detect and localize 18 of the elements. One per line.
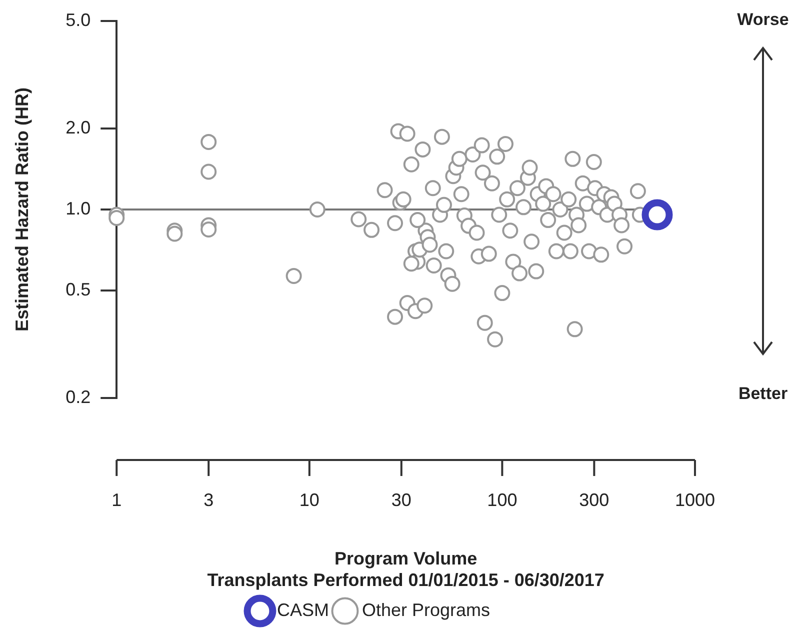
x-tick-label: 3 bbox=[204, 490, 214, 510]
x-axis-title: Program Volume Transplants Performed 01/01/2015 - 06/30/2017 bbox=[207, 548, 604, 590]
y-tick-label: 0.2 bbox=[66, 386, 91, 407]
y-tick-label: 1.0 bbox=[66, 198, 91, 218]
x-tick-label: 30 bbox=[391, 490, 412, 510]
text: Better bbox=[738, 384, 788, 404]
x-tick-label: 10 bbox=[299, 490, 320, 510]
legend-label: CASM bbox=[276, 600, 329, 620]
x-tick-label: 1000 bbox=[674, 490, 715, 510]
x-tick-label: 300 bbox=[579, 490, 610, 510]
y-axis-title: Estimated Hazard Ratio (HR) bbox=[12, 87, 32, 332]
y-tick-label: 0.5 bbox=[66, 280, 91, 300]
y-tick-label: 5.0 bbox=[66, 10, 91, 30]
y-tick-label: 2.0 bbox=[66, 117, 91, 138]
legend-label: Other Programs bbox=[362, 600, 490, 620]
x-tick-label: 1 bbox=[112, 490, 122, 510]
x-tick-label: 100 bbox=[487, 490, 518, 510]
text: Worse bbox=[737, 10, 789, 30]
